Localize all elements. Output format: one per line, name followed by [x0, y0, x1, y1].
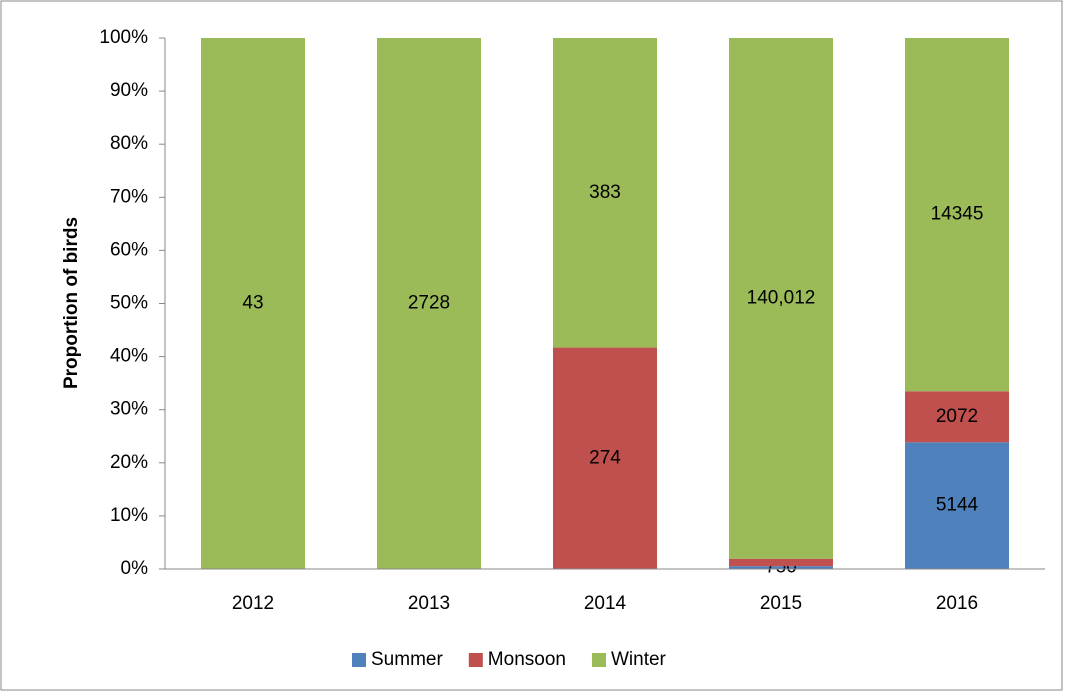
legend-swatch [591, 653, 606, 667]
data-label: 5144 [936, 495, 979, 516]
bar-segment [553, 38, 657, 348]
data-label: 383 [589, 182, 621, 203]
x-tick-label: 2012 [232, 593, 274, 614]
data-label: 2072 [936, 406, 978, 427]
x-tick-label: 2013 [408, 593, 450, 614]
y-tick-label: 10% [110, 505, 148, 526]
y-axis-label: Proportion of birds [61, 217, 82, 389]
bar-segment [553, 347, 657, 569]
bar-segment [201, 38, 305, 569]
data-label: 140,012 [747, 287, 816, 308]
bar-segment [377, 38, 481, 569]
bar-segment [729, 558, 833, 567]
x-tick-label: 2016 [936, 593, 978, 614]
bar-segment [905, 442, 1009, 569]
legend-swatch [468, 653, 483, 667]
data-label: 2728 [408, 293, 450, 314]
legend-swatch [352, 653, 366, 667]
bar-segment [729, 566, 833, 569]
y-tick-label: 40% [110, 346, 148, 367]
y-tick-label: 0% [121, 558, 149, 579]
y-tick-label: 50% [110, 293, 148, 314]
y-tick-label: 100% [99, 27, 148, 48]
y-tick-label: 30% [110, 399, 148, 420]
y-tick-label: 90% [110, 80, 148, 101]
x-tick-label: 2015 [760, 593, 802, 614]
bar-segment [905, 391, 1009, 443]
data-label: 43 [242, 293, 263, 314]
y-tick-label: 70% [110, 186, 148, 207]
bar-segment [729, 38, 833, 559]
data-label: 14345 [931, 204, 984, 225]
y-tick-label: 20% [110, 452, 148, 473]
y-tick-label: 60% [110, 239, 148, 260]
legend-label: Monsoon [488, 649, 566, 670]
legend-label: Summer [371, 649, 443, 670]
x-tick-label: 2014 [584, 593, 627, 614]
data-label: 274 [589, 447, 621, 468]
y-tick-label: 80% [110, 133, 148, 154]
legend-label: Winter [611, 649, 667, 670]
bar-segment [905, 38, 1009, 392]
